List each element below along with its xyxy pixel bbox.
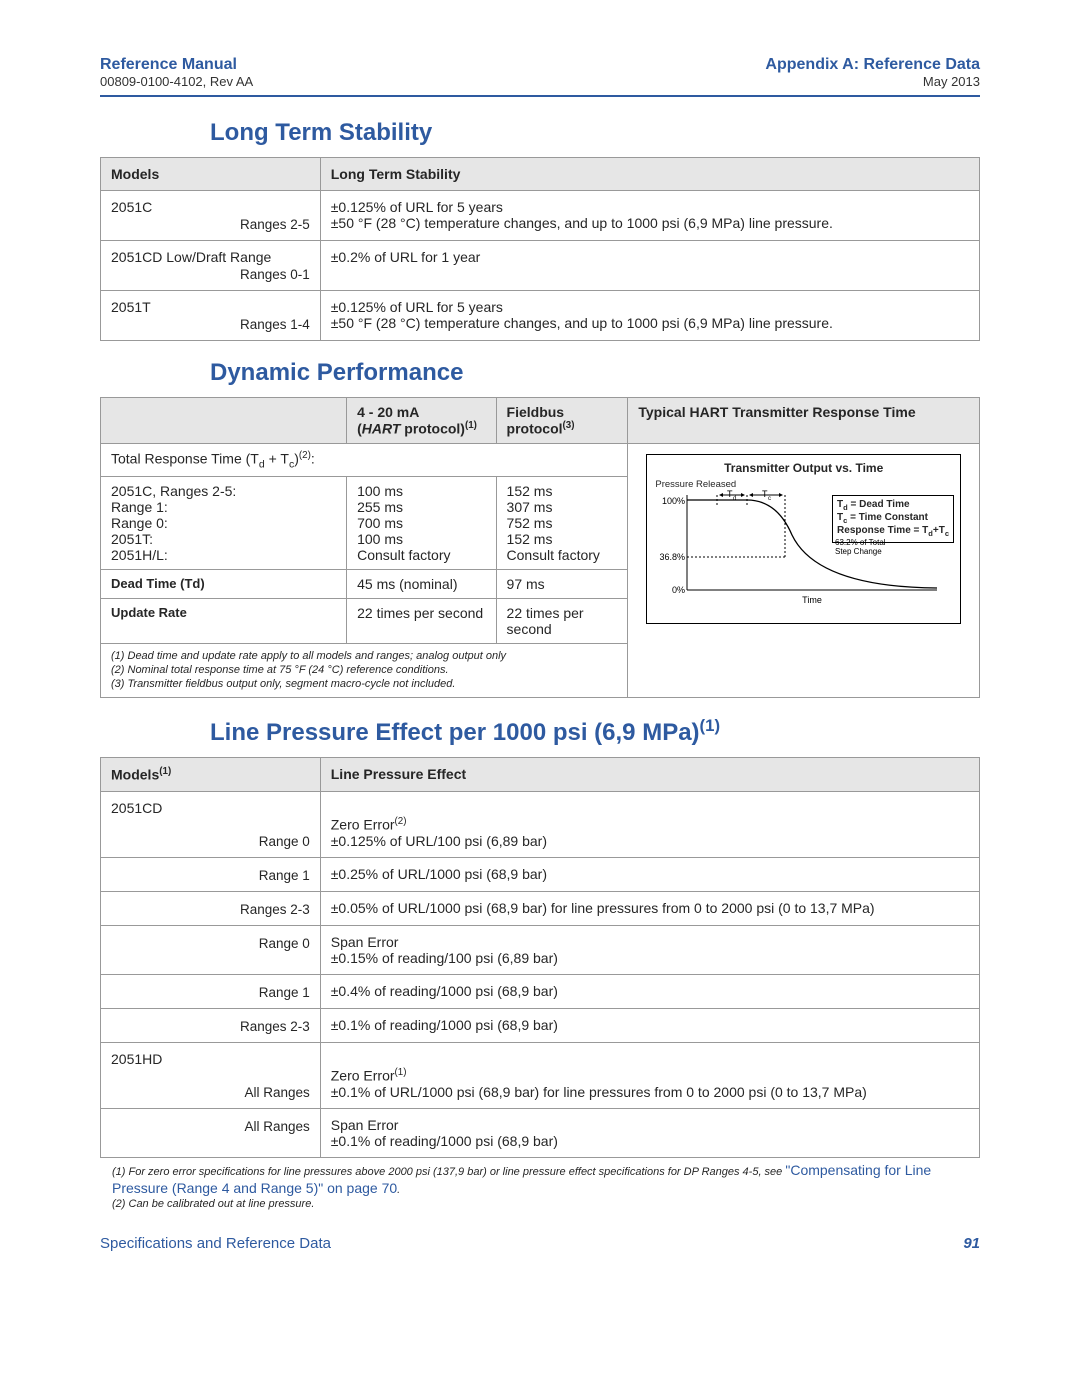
- fieldbus-vals: 152 ms 307 ms 752 ms 152 ms Consult fact…: [496, 477, 628, 570]
- effect-text: Span Error ±0.1% of reading/1000 psi (68…: [320, 1109, 979, 1158]
- range-label: Range 1: [259, 868, 310, 883]
- model-ranges: 2051C, Ranges 2-5: Range 1: Range 0: 205…: [101, 477, 347, 570]
- header-left-title: Reference Manual: [100, 56, 253, 74]
- dead-fieldbus: 97 ms: [496, 570, 628, 599]
- footnote-1a: (1) For zero error specifications for li…: [112, 1166, 785, 1178]
- model-name: 2051HD: [111, 1051, 310, 1067]
- table-row: 2051HD Zero Error(1) ±0.1% of URL/1000 p…: [101, 1043, 980, 1076]
- col-typical: Typical HART Transmitter Response Time: [628, 398, 980, 444]
- table-row: 2051CD Low/Draft Range Ranges 0-1 ±0.2% …: [101, 241, 980, 291]
- col-effect: Line Pressure Effect: [320, 758, 979, 792]
- svg-text:63.2% of Total: 63.2% of Total: [835, 538, 886, 547]
- range-label: All Ranges: [244, 1119, 309, 1134]
- model-name: 2051T: [111, 299, 310, 315]
- diagram-title: Transmitter Output vs. Time: [655, 461, 952, 475]
- linepressure-table: Models(1) Line Pressure Effect 2051CD Ze…: [100, 757, 980, 1158]
- range-label: Range 0: [259, 936, 310, 951]
- response-diagram: Transmitter Output vs. Time Pressure Rel…: [646, 454, 961, 624]
- table-row: Range 0 Span Error ±0.15% of reading/100…: [101, 926, 980, 975]
- model-name: 2051C: [111, 199, 310, 215]
- page-header: Reference Manual 00809-0100-4102, Rev AA…: [100, 56, 980, 97]
- effect-text: Zero Error(1) ±0.1% of URL/1000 psi (68,…: [320, 1043, 979, 1109]
- footnote-3: (3) Transmitter fieldbus output only, se…: [111, 678, 617, 692]
- dead-time-label: Dead Time (Td): [101, 570, 347, 599]
- header-left-sub: 00809-0100-4102, Rev AA: [100, 74, 253, 89]
- effect-text: Span Error ±0.15% of reading/100 psi (6,…: [320, 926, 979, 975]
- update-fieldbus: 22 times per second: [496, 599, 628, 644]
- table-row: Total Response Time (Td + Tc)(2): Transm…: [101, 443, 980, 476]
- effect-text: ±0.05% of URL/1000 psi (68,9 bar) for li…: [320, 892, 979, 926]
- section-title-dynamic: Dynamic Performance: [210, 359, 980, 387]
- effect-text: ±0.1% of reading/1000 psi (68,9 bar): [320, 1009, 979, 1043]
- svg-text:d: d: [733, 496, 736, 502]
- table-row: 2051T Ranges 1-4 ±0.125% of URL for 5 ye…: [101, 291, 980, 341]
- section3-footnotes: (1) For zero error specifications for li…: [100, 1162, 980, 1211]
- y368: 36.8%: [660, 552, 686, 562]
- range-label: Ranges 2-3: [240, 902, 310, 917]
- y100: 100%: [662, 496, 685, 506]
- hart-vals: 100 ms 255 ms 700 ms 100 ms Consult fact…: [347, 477, 496, 570]
- col-hart: 4 - 20 mA (HART protocol)(1): [347, 398, 496, 444]
- col-models: Models(1): [101, 758, 321, 792]
- header-right-title: Appendix A: Reference Data: [765, 56, 980, 74]
- response-curve-svg: 100% 36.8% 0% Time Td Tc 63.2% of Total …: [657, 485, 947, 605]
- col-fieldbus: Fieldbus protocol(3): [496, 398, 628, 444]
- stability-text: ±0.125% of URL for 5 years ±50 °F (28 °C…: [320, 191, 979, 241]
- model-name: 2051CD: [111, 800, 310, 816]
- y0: 0%: [672, 585, 685, 595]
- range-label: Ranges 1-4: [240, 317, 310, 332]
- footer-right: 91: [963, 1235, 980, 1252]
- dynamic-table: 4 - 20 mA (HART protocol)(1) Fieldbus pr…: [100, 397, 980, 698]
- effect-text: Zero Error(2) ±0.125% of URL/100 psi (6,…: [320, 792, 979, 858]
- stability-text: ±0.2% of URL for 1 year: [320, 241, 979, 291]
- range-label: All Ranges: [244, 1085, 309, 1100]
- stability-text: ±0.125% of URL for 5 years ±50 °F (28 °C…: [320, 291, 979, 341]
- footnote-2: (2) Nominal total response time at 75 °F…: [111, 664, 617, 678]
- stability-table: Models Long Term Stability 2051C Ranges …: [100, 157, 980, 341]
- table-row: All Ranges Span Error ±0.1% of reading/1…: [101, 1109, 980, 1158]
- section-title-stability: Long Term Stability: [210, 119, 980, 147]
- svg-text:Step Change: Step Change: [835, 547, 882, 556]
- range-label: Range 1: [259, 985, 310, 1000]
- col-stability: Long Term Stability: [320, 158, 979, 191]
- section-title-linepressure: Line Pressure Effect per 1000 psi (6,9 M…: [210, 716, 980, 747]
- range-label: Ranges 2-3: [240, 1019, 310, 1034]
- footer-left: Specifications and Reference Data: [100, 1235, 331, 1252]
- update-rate-label: Update Rate: [101, 599, 347, 644]
- model-name: 2051CD Low/Draft Range: [111, 249, 310, 265]
- table-row: Ranges 2-3 ±0.05% of URL/1000 psi (68,9 …: [101, 892, 980, 926]
- dead-hart: 45 ms (nominal): [347, 570, 496, 599]
- range-label: Ranges 2-5: [240, 217, 310, 232]
- blank-header: [101, 398, 347, 444]
- svg-text:c: c: [768, 496, 771, 502]
- table-row: Range 1 ±0.25% of URL/1000 psi (68,9 bar…: [101, 858, 980, 892]
- table-row: Ranges 2-3 ±0.1% of reading/1000 psi (68…: [101, 1009, 980, 1043]
- effect-text: ±0.4% of reading/1000 psi (68,9 bar): [320, 975, 979, 1009]
- table-row: 2051C Ranges 2-5 ±0.125% of URL for 5 ye…: [101, 191, 980, 241]
- header-right-sub: May 2013: [765, 74, 980, 89]
- update-hart: 22 times per second: [347, 599, 496, 644]
- xaxis: Time: [803, 595, 823, 605]
- effect-text: ±0.25% of URL/1000 psi (68,9 bar): [320, 858, 979, 892]
- range-label: Ranges 0-1: [240, 267, 310, 282]
- table-row: 2051CD Zero Error(2) ±0.125% of URL/100 …: [101, 792, 980, 825]
- footnote-2: (2) Can be calibrated out at line pressu…: [112, 1198, 980, 1212]
- diagram-cell: Transmitter Output vs. Time Pressure Rel…: [628, 443, 980, 698]
- page-footer: Specifications and Reference Data 91: [100, 1235, 980, 1252]
- table-row: Range 1 ±0.4% of reading/1000 psi (68,9 …: [101, 975, 980, 1009]
- col-models: Models: [101, 158, 321, 191]
- footnote-1b: .: [397, 1184, 400, 1196]
- total-response-label: Total Response Time (Td + Tc)(2):: [101, 443, 628, 476]
- footnote-1: (1) Dead time and update rate apply to a…: [111, 650, 617, 664]
- range-label: Range 0: [259, 834, 310, 849]
